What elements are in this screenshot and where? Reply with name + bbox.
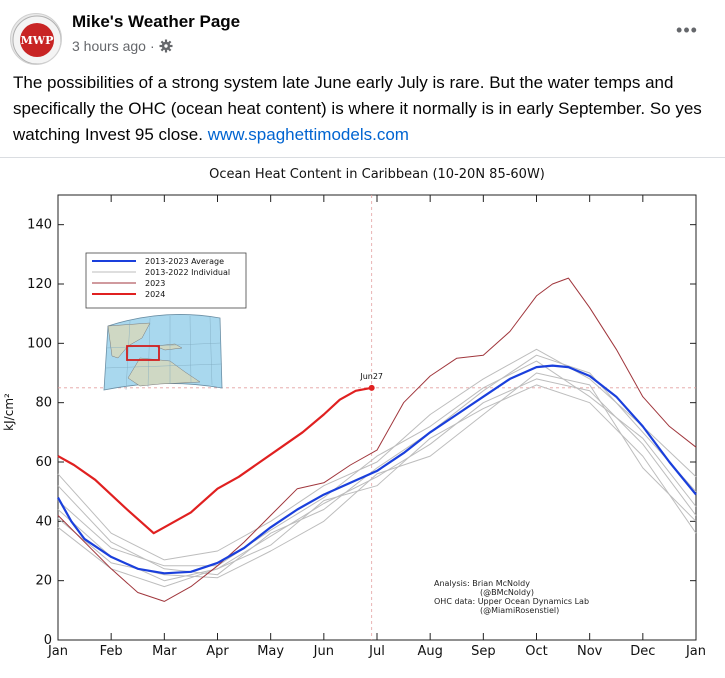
series-line-individual-5 [57, 372, 697, 579]
x-tick-label: Oct [525, 644, 547, 659]
series-line-individual-6 [57, 360, 697, 567]
divider [0, 157, 725, 158]
series-line-average-0 [57, 364, 697, 575]
credits: Analysis: Brian McNoldy (@BMcNoldy) OHC … [434, 579, 589, 615]
ohc-chart: Ocean Heat Content in Caribbean (10-20N … [0, 158, 725, 673]
y-axis-label: kJ/cm² [2, 393, 16, 431]
x-tick-label: Jun [313, 644, 334, 659]
legend-label-average: 2013-2023 Average [145, 257, 224, 266]
inset-highlight-box [126, 345, 160, 361]
x-tick-label: Jul [368, 644, 385, 659]
series-line-y2024-8 [57, 386, 372, 535]
page-avatar[interactable]: MWP [10, 13, 62, 65]
y-tick-label: 40 [35, 514, 52, 529]
more-dots-icon[interactable]: ••• [676, 20, 698, 40]
x-tick-label: Dec [630, 644, 655, 659]
avatar-text: MWP [21, 34, 54, 47]
latest-point [368, 384, 375, 391]
legend-label-individual: 2013-2022 Individual [145, 268, 230, 277]
x-tick-label: Feb [100, 644, 123, 659]
post-link[interactable]: www.spaghettimodels.com [207, 125, 409, 144]
marker-label: Jun27 [359, 372, 383, 381]
x-tick-label: Nov [577, 644, 603, 659]
credit-line-3: OHC data: Upper Ocean Dynamics Lab [434, 597, 589, 606]
page-name[interactable]: Mike's Weather Page [72, 12, 241, 31]
x-tick-label: Apr [206, 644, 229, 659]
post-header: MWP Mike's Weather Page 3 hours ago · ••… [0, 0, 725, 66]
x-tick-label: Aug [417, 644, 442, 659]
series-line-individual-4 [57, 348, 697, 561]
chart-title: Ocean Heat Content in Caribbean (10-20N … [209, 167, 545, 182]
y-tick-label: 140 [27, 218, 52, 233]
series-line-individual-2 [57, 354, 697, 576]
legend: 2013-2023 Average 2013-2022 Individual 2… [85, 252, 247, 309]
x-tick-label: May [257, 644, 284, 659]
x-tick-label: Jan [47, 644, 68, 659]
gear-icon [159, 39, 173, 53]
credit-line-4: (@MiamiRosenstiel) [480, 606, 559, 615]
post-text: The possibilities of a strong system lat… [13, 70, 713, 148]
y-tick-label: 20 [35, 574, 52, 589]
chart-image[interactable]: Ocean Heat Content in Caribbean (10-20N … [0, 158, 725, 673]
series-line-individual-1 [57, 378, 697, 582]
meta-separator: · [149, 38, 155, 54]
x-tick-label: Sep [471, 644, 496, 659]
y-tick-label: 0 [44, 633, 52, 648]
series-line-y2023-7 [57, 277, 697, 602]
y-tick-label: 60 [35, 455, 52, 470]
credit-line-2: (@BMcNoldy) [480, 588, 534, 597]
x-tick-label: Mar [152, 644, 177, 659]
y-tick-label: 100 [27, 336, 52, 351]
post-body: The possibilities of a strong system lat… [13, 73, 702, 144]
credit-line-1: Analysis: Brian McNoldy [434, 579, 530, 588]
y-tick-label: 120 [27, 277, 52, 292]
post-timestamp[interactable]: 3 hours ago [72, 38, 146, 54]
x-tick-label: Jan [685, 644, 706, 659]
legend-label-2023: 2023 [145, 279, 165, 288]
series-line-individual-3 [57, 384, 697, 588]
y-tick-label: 80 [35, 396, 52, 411]
post-meta: 3 hours ago · [72, 38, 173, 54]
legend-label-2024: 2024 [145, 290, 165, 299]
inset-map [103, 314, 223, 391]
plot-area: 0 20 40 60 80 100 120 140 Jan Feb Mar Apr May Jun Jul A… [27, 194, 706, 659]
